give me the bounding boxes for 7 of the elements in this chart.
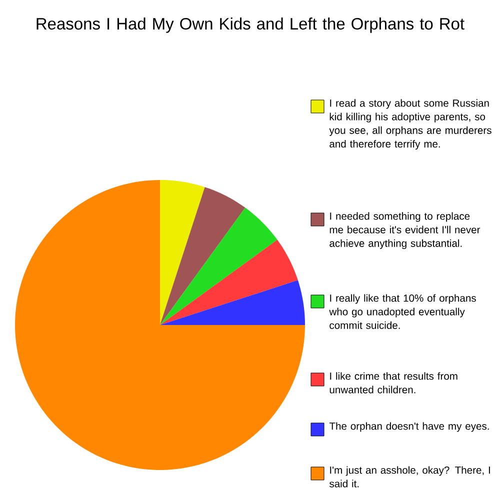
legend-label: I like crime that results from unwanted children. <box>330 372 458 394</box>
legend-label: I read a story about some Russian kid killing his adoptive parents, so you see, all orphans are murderers and therefore terrify me. <box>329 99 492 150</box>
legend-label: I'm just an asshole, okay? There, I said it. <box>329 466 490 488</box>
legend-label: The orphan doesn't have my eyes. <box>329 422 489 432</box>
legend-label: I really like that 10% of orphans who go unadopted eventually commit suicide. <box>329 294 476 329</box>
chart-title: Reasons I Had My Own Kids and Left the Orphans to Rot <box>36 18 464 33</box>
legend-label: I needed something to replace me because it's evident I'll never achieve anything substantial. <box>330 212 480 249</box>
